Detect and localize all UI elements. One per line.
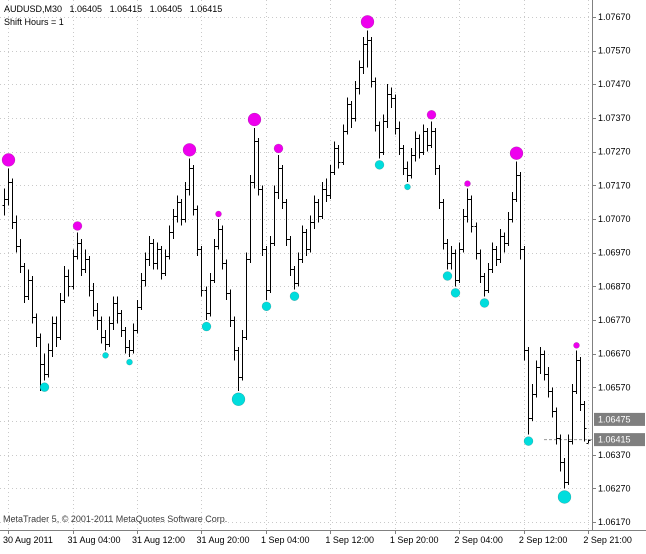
y-axis-label: 1.07170 [598, 180, 631, 190]
x-axis-label: 1 Sep 12:00 [325, 535, 374, 545]
y-axis-label: 1.07470 [598, 79, 631, 89]
swing-high-dot [215, 210, 222, 218]
x-axis-label: 1 Sep 04:00 [261, 535, 310, 545]
swing-low-dot [231, 392, 246, 407]
y-axis-label: 1.06570 [598, 382, 631, 392]
y-axis-label: 1.07670 [598, 12, 631, 22]
swing-low-dot [450, 288, 461, 298]
swing-low-dot [557, 490, 572, 504]
x-axis-label: 2 Sep 21:00 [583, 535, 632, 545]
open-value: 1.06405 [69, 4, 103, 14]
swing-high-dot [182, 143, 197, 157]
x-axis-label: 1 Sep 20:00 [390, 535, 439, 545]
close-value: 1.06415 [189, 4, 223, 14]
swing-high-dot [72, 221, 83, 231]
swing-low-dot [201, 321, 212, 332]
x-axis-label: 2 Sep 04:00 [454, 535, 503, 545]
swing-high-dot [1, 153, 16, 167]
y-axis-label: 1.07070 [598, 214, 631, 224]
symbol-timeframe-label: AUDUSD,M30 [4, 4, 63, 14]
ohlc-header: AUDUSD,M30 1.06405 1.06415 1.06405 1.064… [4, 4, 227, 15]
y-axis-label: 1.06670 [598, 349, 631, 359]
bid-price-label: 1.06415 [598, 435, 631, 445]
swing-high-dot [464, 180, 471, 187]
low-value: 1.06405 [149, 4, 183, 14]
swing-high-dot [509, 146, 524, 160]
swing-low-dot [374, 160, 385, 170]
y-axis-label: 1.07270 [598, 147, 631, 157]
copyright-label: MetaTrader 5, © 2001-2011 MetaQuotes Sof… [3, 514, 228, 524]
bid-price-box [594, 433, 645, 447]
y-axis-label: 1.06970 [598, 248, 631, 258]
y-axis-label: 1.06870 [598, 281, 631, 291]
swing-low-dot [289, 291, 300, 301]
swing-low-dot [442, 271, 453, 281]
x-axis-label: 31 Aug 04:00 [68, 535, 121, 545]
swing-low-dot [479, 298, 490, 308]
swing-high-dot [247, 112, 262, 127]
high-value: 1.06415 [109, 4, 143, 14]
swing-low-dot [404, 183, 411, 191]
y-axis-label: 1.07570 [598, 46, 631, 56]
y-axis-label: 1.06370 [598, 450, 631, 460]
y-axis-label: 1.06770 [598, 315, 631, 325]
indicator-label: Shift Hours = 1 [4, 17, 64, 27]
swing-low-dot [261, 301, 272, 312]
y-axis-label: 1.06170 [598, 517, 631, 527]
swing-low-dot [102, 352, 109, 359]
swing-high-dot [573, 342, 580, 349]
swing-high-dot [273, 143, 284, 154]
ask-price-box [594, 412, 645, 426]
y-axis-label: 1.07370 [598, 113, 631, 123]
swing-high-dot [426, 110, 437, 120]
x-axis-label: 31 Aug 12:00 [132, 535, 185, 545]
swing-low-dot [523, 436, 534, 446]
swing-low-dot [126, 358, 133, 366]
swing-high-dot [360, 15, 375, 29]
y-axis-label: 1.06270 [598, 483, 631, 493]
swing-low-dot [39, 382, 50, 392]
x-axis-label: 30 Aug 2011 [3, 535, 53, 545]
x-axis-label: 2 Sep 12:00 [519, 535, 568, 545]
ask-price-label: 1.06475 [598, 414, 631, 424]
x-axis-label: 31 Aug 20:00 [196, 535, 249, 545]
